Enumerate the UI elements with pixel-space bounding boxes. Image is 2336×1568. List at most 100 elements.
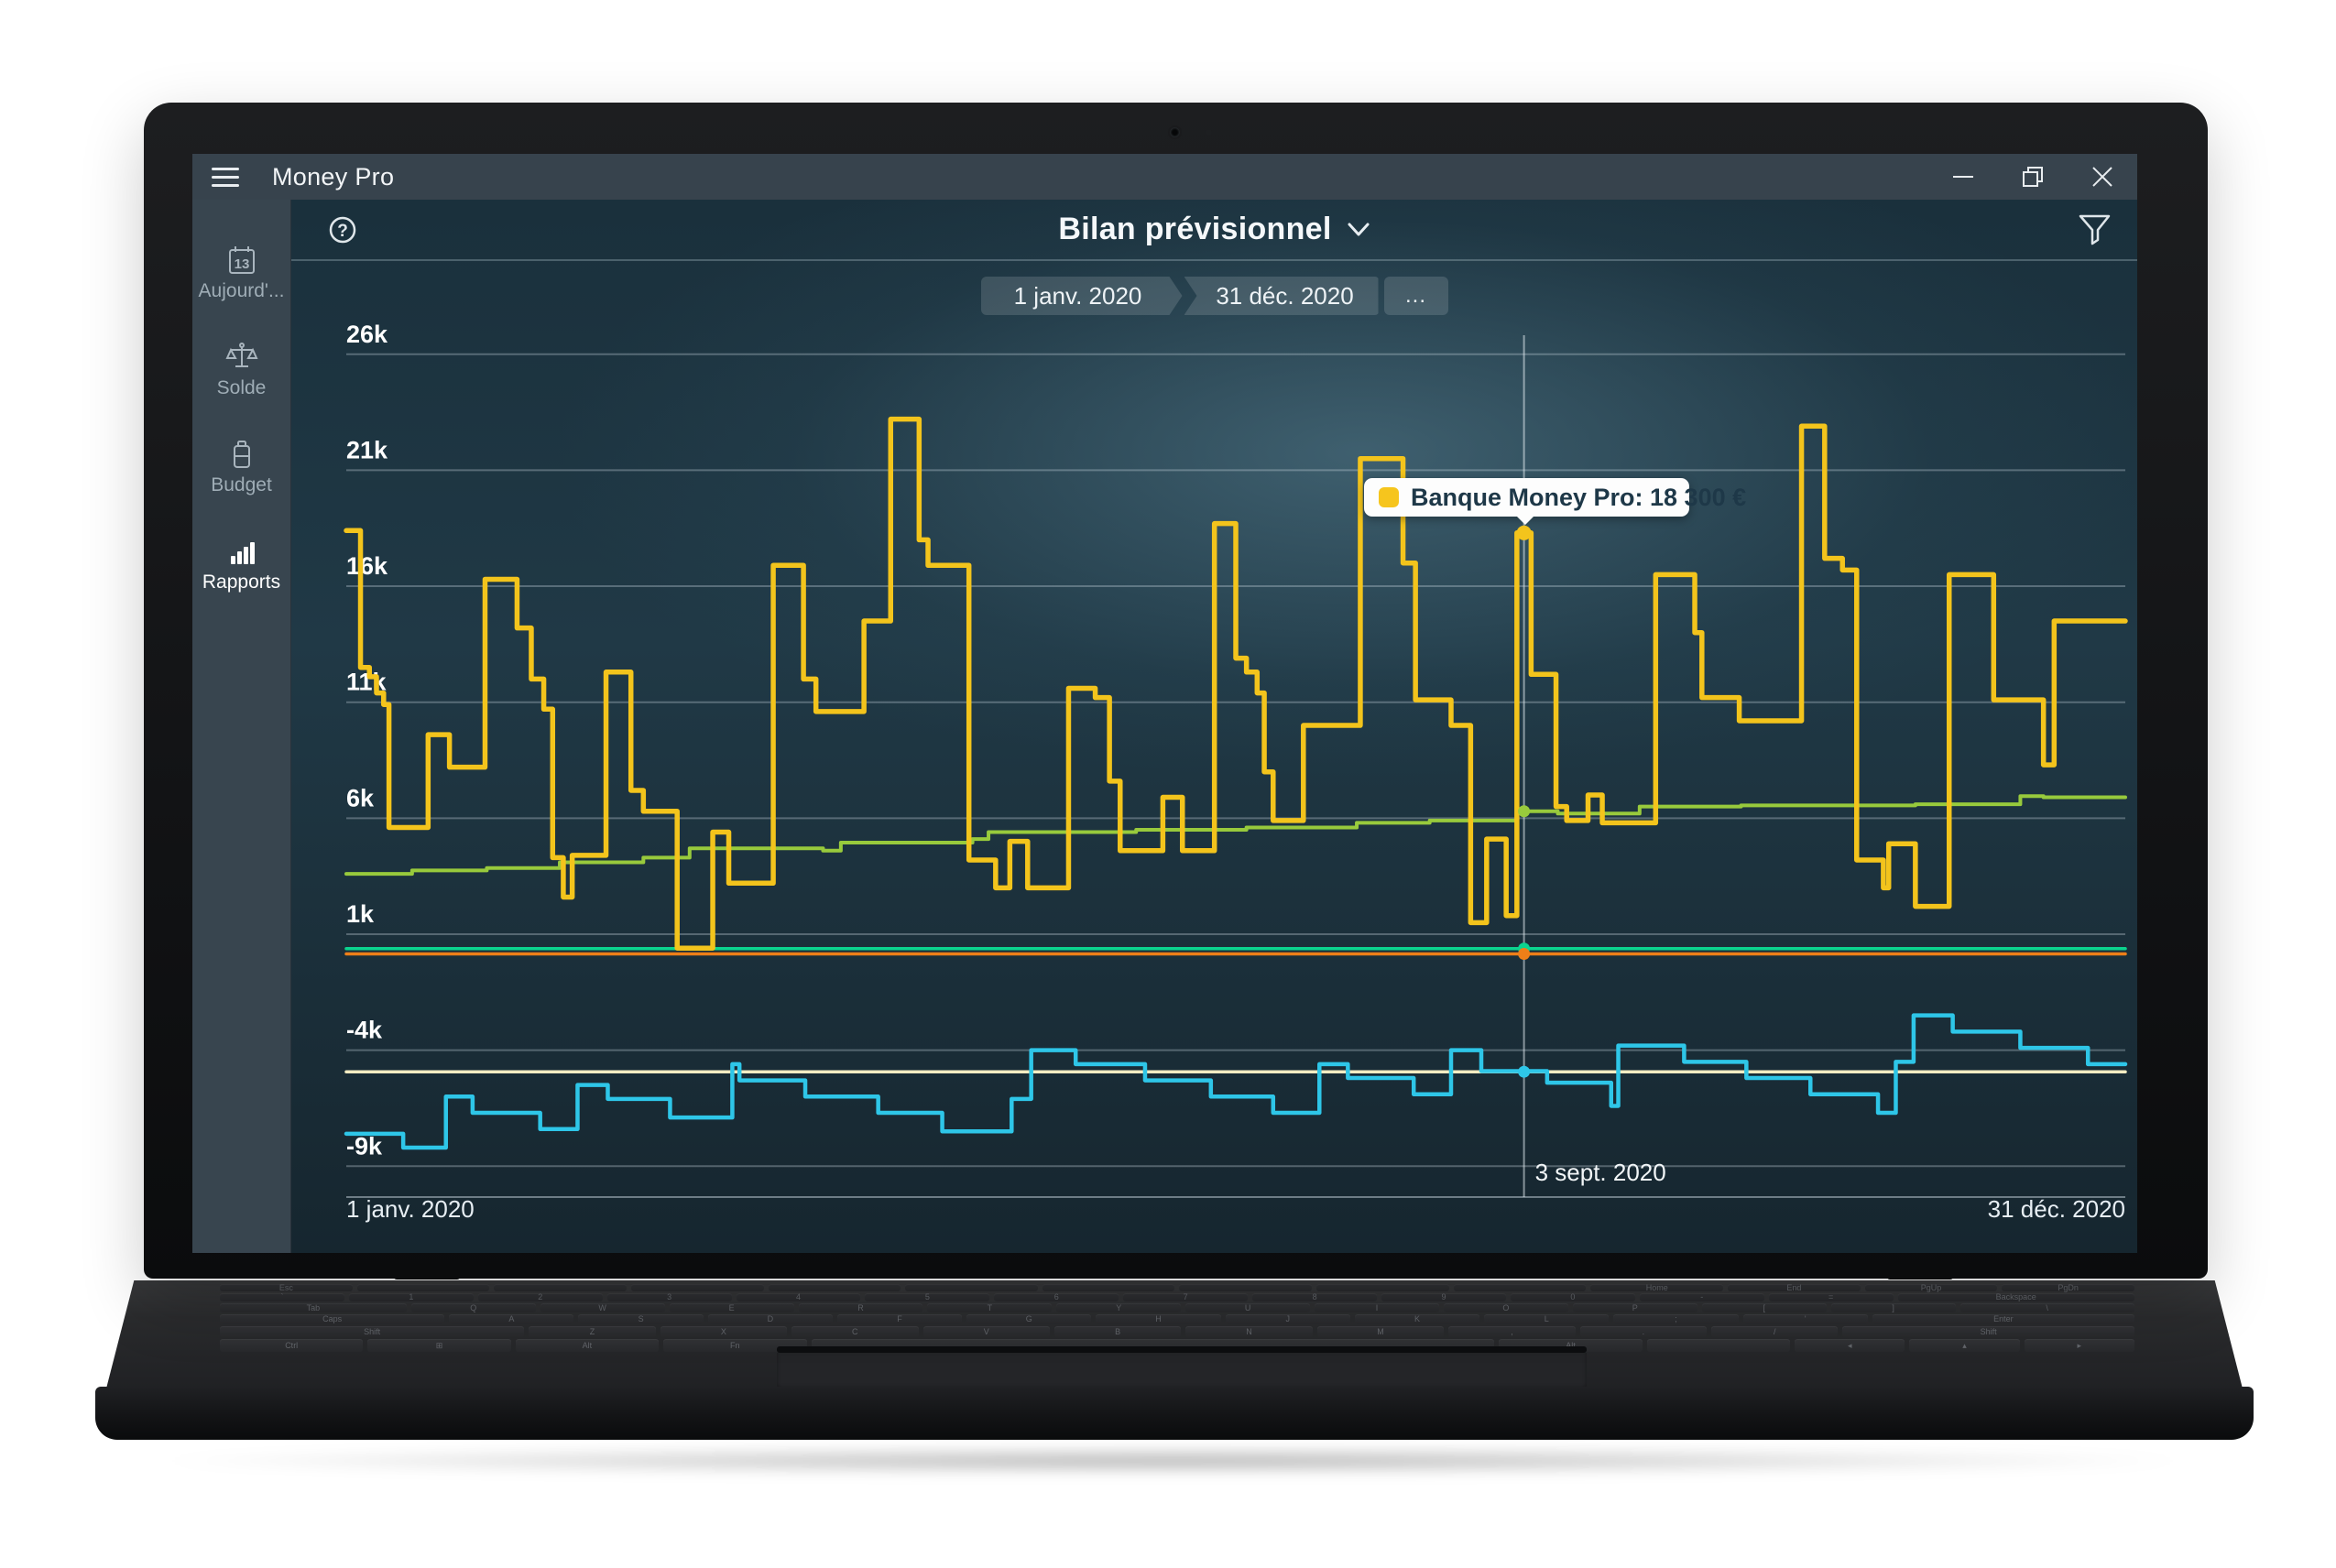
- key-7: 7: [1123, 1293, 1249, 1301]
- chevron-down-icon[interactable]: [1347, 223, 1370, 237]
- key-▸: ▸: [2024, 1339, 2134, 1352]
- crosshair-date-label: 3 sept. 2020: [1535, 1159, 1666, 1186]
- key-2: 2: [477, 1293, 603, 1301]
- key-S: S: [578, 1314, 704, 1324]
- key-6: 6: [994, 1293, 1119, 1301]
- key-▴: ▴: [1909, 1339, 2020, 1352]
- sidebar-item-label: Solde: [216, 377, 267, 398]
- key-]: ]: [1830, 1303, 1956, 1312]
- close-button[interactable]: [2068, 154, 2137, 200]
- sidebar-item-label: Aujourd'...: [198, 280, 285, 301]
- key-P: P: [1572, 1303, 1697, 1312]
- key-.: .: [1579, 1326, 1708, 1337]
- y-axis-tick-label: 16k: [346, 552, 388, 580]
- chart-tooltip: Banque Money Pro: 18 300 €: [1364, 478, 1746, 525]
- page-title[interactable]: Bilan prévisionnel: [1058, 212, 1332, 246]
- hamburger-menu-icon[interactable]: [212, 167, 239, 187]
- key-;: ;: [1613, 1314, 1739, 1324]
- key-Esc: Esc: [220, 1283, 353, 1291]
- y-axis-tick-label: 26k: [346, 321, 388, 348]
- key-◂: ◂: [1795, 1339, 1905, 1352]
- scales-icon: [224, 343, 258, 367]
- y-axis-tick-label: -9k: [346, 1132, 383, 1160]
- key-O: O: [1443, 1303, 1568, 1312]
- bar-chart-icon: [230, 542, 255, 564]
- crosshair-dot-carte: [1518, 1065, 1531, 1078]
- key-C: C: [791, 1326, 919, 1337]
- key-PgDn: PgDn: [2002, 1283, 2134, 1291]
- key-blank: [768, 1284, 901, 1291]
- key-': ': [1742, 1314, 1868, 1324]
- key-G: G: [966, 1314, 1092, 1324]
- key-Alt: Alt: [515, 1339, 660, 1352]
- minimize-button[interactable]: [1928, 154, 1998, 200]
- key-blank: [1179, 1284, 1313, 1291]
- key-0: 0: [1510, 1293, 1635, 1301]
- tooltip-text: Banque Money Pro: 18 300 €: [1411, 483, 1747, 511]
- key-I: I: [1315, 1303, 1439, 1312]
- key-Tab: Tab: [220, 1303, 407, 1312]
- key-Backspace: Backspace: [1897, 1293, 2134, 1301]
- key-Y: Y: [1056, 1303, 1182, 1312]
- key-E: E: [669, 1303, 794, 1312]
- key-\: \: [1959, 1303, 2134, 1312]
- key-blank: [905, 1284, 1038, 1291]
- date-range-end-button[interactable]: 31 déc. 2020: [1184, 277, 1379, 315]
- key-blank: [1453, 1284, 1587, 1291]
- svg-text:?: ?: [337, 222, 348, 241]
- key-Caps: Caps: [220, 1314, 445, 1324]
- key-Fn: Fn: [663, 1339, 807, 1352]
- app-title: Money Pro: [272, 162, 395, 191]
- key-R: R: [798, 1303, 923, 1312]
- calendar-13-icon: 13: [228, 246, 255, 274]
- sidebar-item-rapports[interactable]: Rapports: [192, 533, 290, 593]
- key-Ctrl: Ctrl: [220, 1339, 364, 1352]
- content-header: ? Bilan prévisionnel: [291, 200, 2137, 261]
- key-T: T: [927, 1303, 1053, 1312]
- balance-chart[interactable]: 26k 21k 16k 11k 6k 1k -4k -9k 3 sept. 2020 1 janv…: [291, 200, 2137, 1253]
- sidebar-item-solde[interactable]: Solde: [192, 339, 290, 399]
- sidebar-item-budget[interactable]: Budget: [192, 436, 290, 496]
- keyboard: Esc Home End PgUp PgDn ` 1 2 3 4 5 6 7 8 9 0- = Backspace…: [220, 1283, 2134, 1354]
- key-Shift: Shift: [1842, 1326, 2134, 1337]
- restore-icon: [2023, 167, 2043, 187]
- key-N: N: [1185, 1326, 1313, 1337]
- key-Enter: Enter: [1872, 1314, 2134, 1324]
- key-blank: [1646, 1339, 1791, 1352]
- crosshair-dot-epargne: [1518, 805, 1531, 818]
- key-1: 1: [348, 1293, 474, 1301]
- key-B: B: [1053, 1326, 1182, 1337]
- key-J: J: [1225, 1314, 1350, 1324]
- help-button[interactable]: ?: [324, 212, 361, 253]
- sidebar-item-label: Budget: [211, 474, 272, 495]
- svg-text:13: 13: [234, 256, 249, 272]
- webcam: [1170, 127, 1180, 137]
- key-,: ,: [1448, 1326, 1576, 1337]
- battery-icon: [233, 441, 250, 468]
- date-range-more-button[interactable]: ...: [1383, 277, 1448, 315]
- key-3: 3: [606, 1293, 732, 1301]
- filter-button[interactable]: [2077, 212, 2113, 253]
- key-Shift: Shift: [220, 1326, 525, 1337]
- key-Q: Q: [410, 1303, 536, 1312]
- key-K: K: [1354, 1314, 1480, 1324]
- key-X: X: [660, 1326, 788, 1337]
- ambient-sensor: [1206, 129, 1212, 136]
- date-range-picker: 1 janv. 2020 31 déc. 2020 ...: [981, 277, 1448, 315]
- y-axis-tick-label: 1k: [346, 900, 375, 928]
- laptop-shadow: [137, 1447, 2208, 1475]
- restore-button[interactable]: [1998, 154, 2068, 200]
- key-4: 4: [736, 1293, 861, 1301]
- key-blank: [494, 1284, 627, 1291]
- key-blank: [356, 1284, 490, 1291]
- sidebar-item-aujourdhui[interactable]: 13 Aujourd'...: [192, 242, 290, 302]
- key-[: [: [1701, 1303, 1827, 1312]
- key-Z: Z: [529, 1326, 656, 1337]
- filter-icon: [2079, 214, 2111, 245]
- x-axis-start-label: 1 janv. 2020: [346, 1195, 475, 1223]
- key-blank: [1042, 1284, 1175, 1291]
- trackpad-groove: [777, 1346, 1587, 1353]
- date-range-start-button[interactable]: 1 janv. 2020: [981, 277, 1183, 315]
